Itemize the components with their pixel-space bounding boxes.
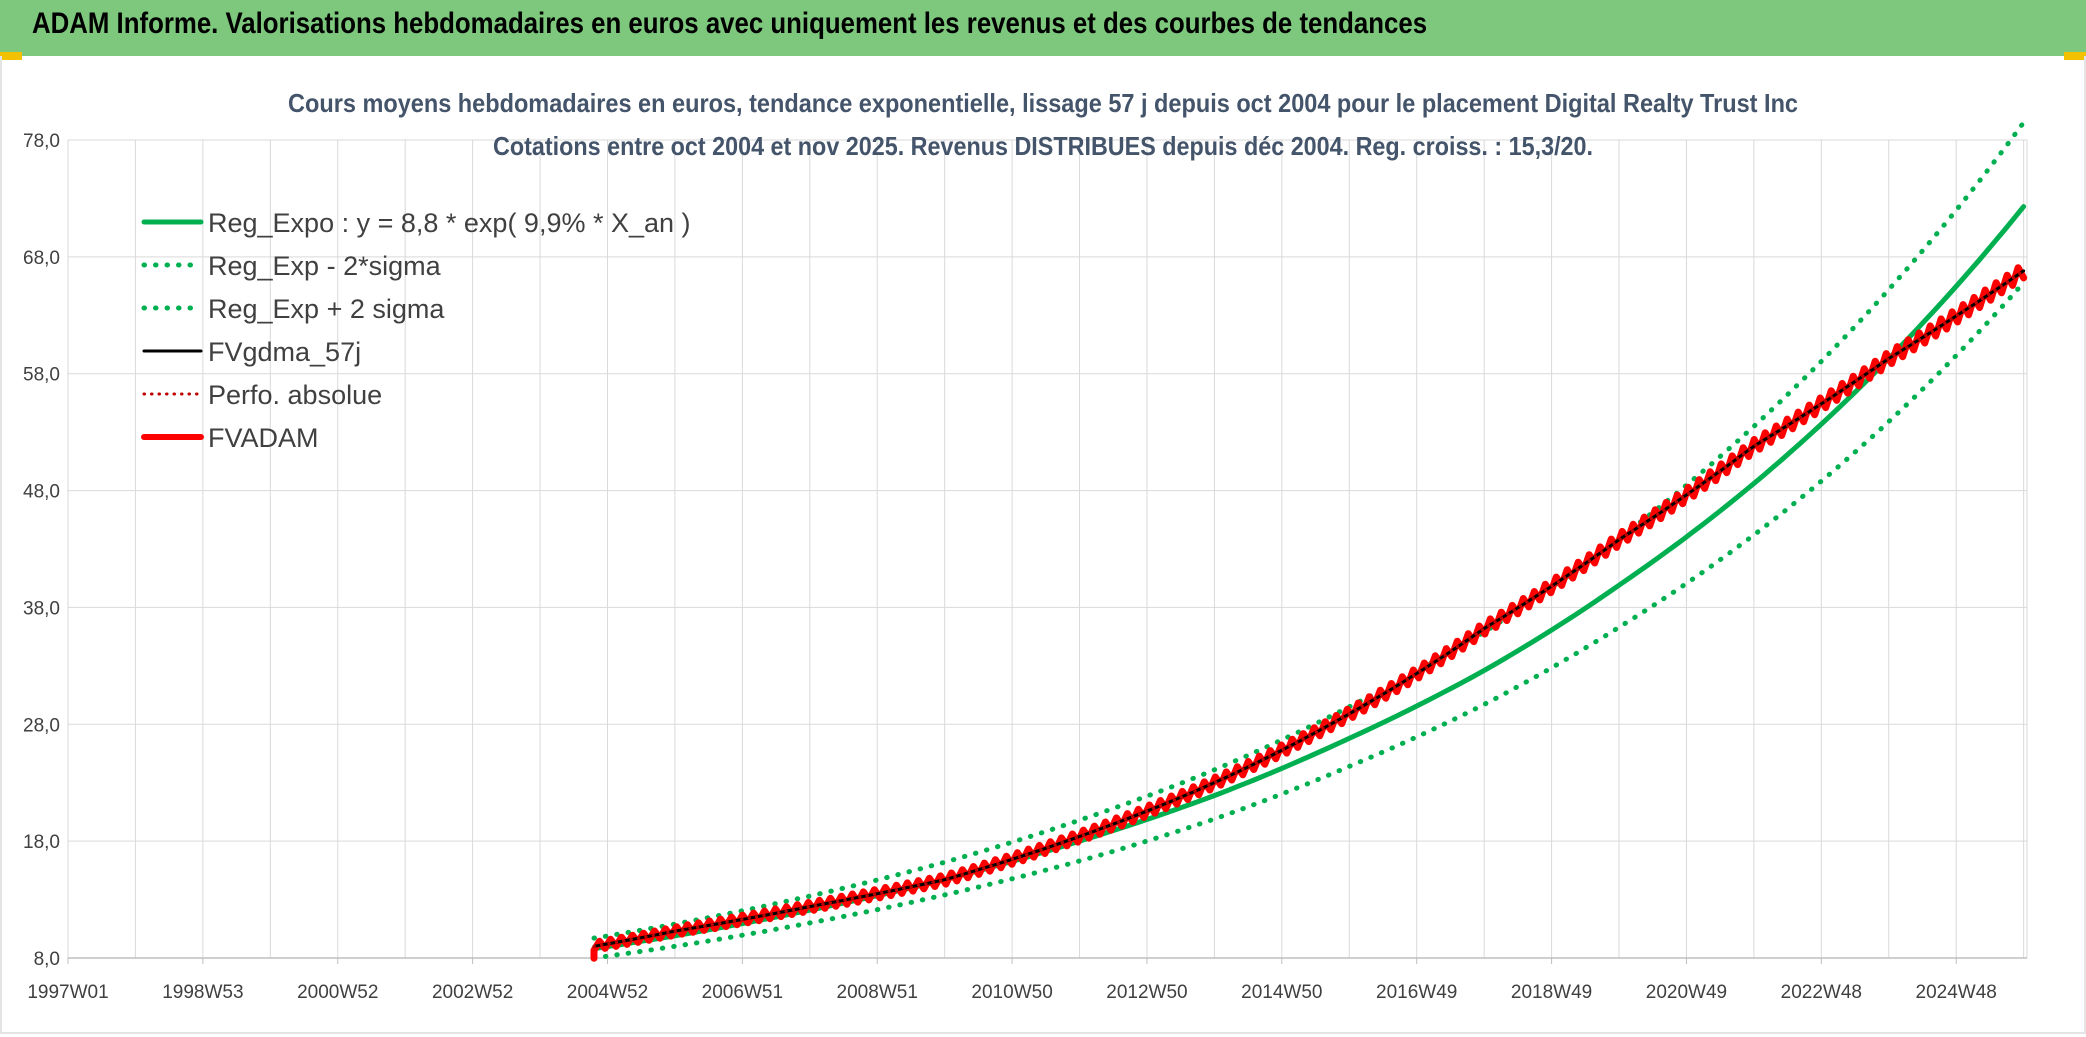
y-tick-label: 58,0 [23, 365, 60, 386]
series-line-4 [592, 269, 2026, 948]
chart-frame [0, 56, 2086, 1034]
legend: Reg_Expo : y = 8,8 * exp( 9,9% * X_an ) R… [141, 208, 691, 453]
x-tick-label: 2020W49 [1646, 982, 1727, 1003]
x-tick-label: 2000W52 [297, 982, 378, 1003]
axes: 8,0 18,0 28,0 38,0 48,0 58,0 68,0 78,0 1997W01 19… [23, 131, 2027, 1003]
legend-label-1: Reg_Exp - 2*sigma [208, 251, 442, 281]
x-tick-label: 2014W50 [1241, 982, 1322, 1003]
series-line-3 [592, 269, 2026, 948]
header-bar [0, 0, 2086, 56]
x-tick-label: 2022W48 [1781, 982, 1862, 1003]
legend-label-2: Reg_Exp + 2 sigma [208, 294, 445, 324]
y-tick-label: 78,0 [23, 131, 60, 152]
chart-subtitle: Cotations entre oct 2004 et nov 2025. Re… [493, 131, 1593, 161]
y-tick-label: 28,0 [23, 715, 60, 736]
series-group [590, 120, 2028, 962]
x-tick-label: 2010W50 [971, 982, 1052, 1003]
x-tick-label: 1997W01 [27, 982, 108, 1003]
y-tick-label: 18,0 [23, 832, 60, 853]
x-tick-label: 2008W51 [837, 982, 918, 1003]
corner-mark-right [2064, 52, 2086, 60]
y-tick-label: 48,0 [23, 482, 60, 503]
x-tick-label: 2018W49 [1511, 982, 1592, 1003]
x-tick-label: 2016W49 [1376, 982, 1457, 1003]
legend-label-3: FVgdma_57j [208, 337, 361, 367]
y-tick-label: 38,0 [23, 598, 60, 619]
chart-title: Cours moyens hebdomadaires en euros, ten… [288, 88, 1798, 118]
y-tick-label: 68,0 [23, 248, 60, 269]
x-tick-label: 2024W48 [1916, 982, 1997, 1003]
header-title: ADAM Informe. Valorisations hebdomadaire… [32, 7, 1428, 40]
y-tick-label: 8,0 [34, 949, 60, 970]
legend-label-5: FVADAM [208, 423, 319, 453]
series-line-1 [591, 280, 2027, 961]
legend-label-0: Reg_Expo : y = 8,8 * exp( 9,9% * X_an ) [208, 208, 691, 238]
x-tick-label: 2012W50 [1106, 982, 1187, 1003]
series-line-0 [591, 204, 2027, 952]
corner-mark-left [0, 52, 22, 60]
x-tick-label: 2006W51 [702, 982, 783, 1003]
x-tick-label: 2002W52 [432, 982, 513, 1003]
x-tick-label: 1998W53 [162, 982, 243, 1003]
series-line-5 [590, 264, 2028, 962]
legend-label-4: Perfo. absolue [208, 380, 382, 410]
x-tick-label: 2004W52 [567, 982, 648, 1003]
series-line-2 [591, 120, 2027, 941]
